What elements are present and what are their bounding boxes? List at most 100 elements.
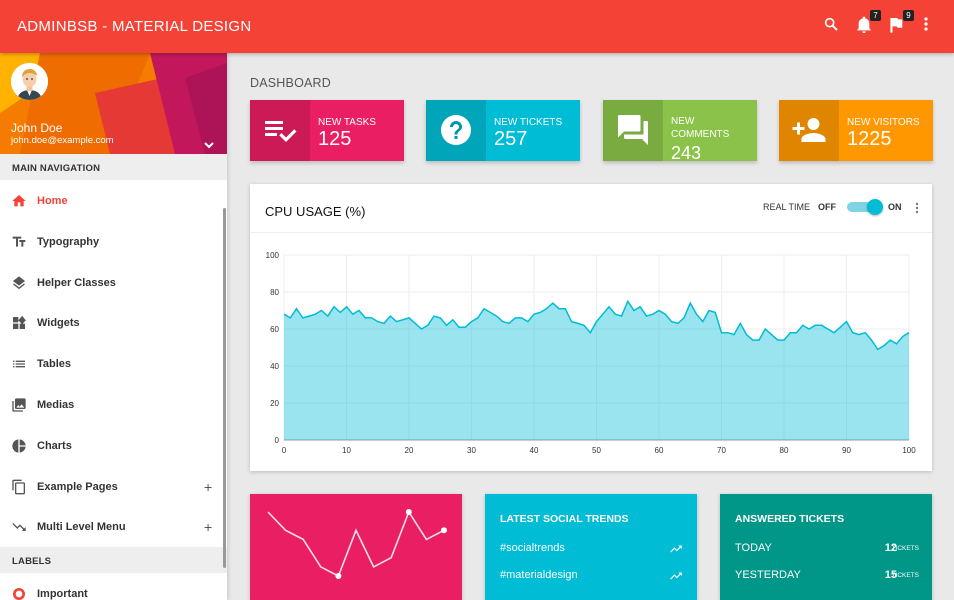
sidebar-item-tables[interactable]: Tables — [0, 343, 227, 384]
y-tick-label: 60 — [270, 325, 279, 334]
y-tick-label: 80 — [270, 288, 279, 297]
infobox-value: 243 — [671, 143, 702, 161]
sidebar: John Doe john.doe@example.com MAIN NAVIG… — [0, 53, 227, 600]
sidebar-item-label: Important — [37, 588, 88, 600]
chevron-down-icon[interactable] — [203, 137, 215, 149]
sidebar-item-label: Tables — [37, 358, 72, 371]
sidebar-item-label: Typography — [37, 235, 100, 248]
expand-plus-icon[interactable]: + — [204, 519, 213, 536]
sidebar-item-medias[interactable]: Medias — [0, 384, 227, 425]
cpu-series-line — [283, 299, 910, 351]
sidebar-item-widgets[interactable]: Widgets — [0, 302, 227, 343]
sparkline-point — [441, 527, 447, 534]
y-tick-label: 0 — [275, 436, 280, 445]
list-item[interactable]: TODAY 12 TICKETS — [735, 542, 919, 558]
labels-header: LABELS — [0, 547, 227, 574]
list-item[interactable]: YESTERDAY 15 TICKETS — [735, 569, 919, 585]
list-item[interactable]: #materialdesign — [500, 569, 684, 585]
text-fields-icon — [12, 236, 26, 247]
infobox-new-visitors[interactable]: NEW VISITORS 1225 — [779, 100, 933, 161]
trend-tag: #materialdesign — [500, 569, 578, 581]
more-vert-icon[interactable] — [923, 16, 943, 36]
user-email: john.doe@example.com — [11, 135, 114, 146]
social-trends-card: LATEST SOCIAL TRENDS #socialtrends #mate… — [485, 494, 697, 600]
x-tick-label: 60 — [655, 446, 664, 455]
infobox-label: NEW VISITORS — [847, 117, 920, 128]
user-info-panel: John Doe john.doe@example.com — [0, 53, 227, 154]
x-tick-label: 30 — [467, 446, 476, 455]
list-item[interactable]: #socialtrends — [500, 542, 684, 558]
infobox-label: NEW TICKETS — [494, 117, 563, 128]
sparkline-chart — [267, 509, 447, 579]
avatar[interactable] — [11, 63, 48, 100]
cpu-card-title: CPU USAGE (%) — [265, 204, 366, 219]
infobox-value: 257 — [494, 128, 528, 150]
trending-up-icon — [670, 572, 682, 580]
main-navigation-header: MAIN NAVIGATION — [0, 154, 227, 180]
x-tick-label: 90 — [842, 446, 851, 455]
more-vert-icon[interactable] — [914, 201, 920, 215]
home-icon — [12, 195, 26, 207]
x-tick-label: 0 — [282, 446, 287, 455]
donut-icon — [13, 588, 25, 600]
card-divider — [250, 232, 932, 233]
sidebar-item-important[interactable]: Important — [0, 573, 227, 600]
sidebar-scrollbar[interactable] — [223, 208, 226, 568]
ticket-unit: TICKETS — [891, 545, 919, 552]
sparkline-card — [250, 494, 462, 600]
pie-chart-icon — [12, 439, 26, 453]
sparkline-path — [267, 510, 445, 578]
realtime-on-label: ON — [888, 202, 902, 212]
expand-plus-icon[interactable]: + — [204, 478, 213, 495]
sidebar-item-label: Widgets — [37, 317, 80, 330]
infobox-new-comments[interactable]: NEW COMMENTS 243 — [603, 100, 757, 161]
y-tick-label: 20 — [270, 399, 279, 408]
search-icon[interactable] — [823, 16, 843, 36]
photo-library-icon — [12, 398, 26, 412]
copy-icon — [12, 479, 25, 494]
social-trends-title: LATEST SOCIAL TRENDS — [500, 513, 629, 525]
answered-tickets-card: ANSWERED TICKETS TODAY 12 TICKETS YESTER… — [720, 494, 932, 600]
cpu-usage-chart: 0 20 40 60 80 100 0 10 20 30 40 50 60 70 80 90 100 — [266, 251, 917, 455]
flag-icon[interactable]: 9 — [889, 10, 914, 36]
list-icon — [13, 360, 25, 368]
notifications-count-badge: 7 — [870, 10, 881, 21]
realtime-toggle[interactable] — [847, 199, 883, 215]
trend-tag: #socialtrends — [500, 542, 565, 554]
infobox-new-tasks[interactable]: NEW TASKS 125 — [250, 100, 404, 161]
trending-up-icon — [670, 545, 682, 553]
user-name: John Doe — [11, 121, 63, 135]
toggle-knob — [867, 199, 883, 215]
ticket-count: 15 — [884, 569, 897, 581]
sidebar-item-charts[interactable]: Charts — [0, 425, 227, 466]
sidebar-item-label: Charts — [37, 439, 72, 452]
app-brand[interactable]: ADMINBSB - MATERIAL DESIGN — [17, 18, 252, 35]
tasks-count-badge: 9 — [903, 10, 914, 21]
infobox-label: NEW COMMENTS — [671, 116, 730, 140]
realtime-off-label: OFF — [818, 202, 836, 212]
ticket-unit: TICKETS — [891, 572, 919, 579]
help-icon — [426, 100, 486, 161]
sparkline-point — [405, 509, 412, 515]
x-tick-label: 40 — [530, 446, 539, 455]
ticket-period: YESTERDAY — [735, 569, 801, 581]
sidebar-item-typography[interactable]: Typography — [0, 221, 227, 262]
infobox-new-tickets[interactable]: NEW TICKETS 257 — [426, 100, 580, 161]
layers-icon — [13, 275, 25, 289]
cpu-area-fill — [284, 301, 909, 440]
sidebar-item-example-pages[interactable]: Example Pages + — [0, 466, 227, 507]
y-tick-label: 40 — [270, 362, 279, 371]
sidebar-item-label: Medias — [37, 398, 75, 411]
cpu-usage-card: CPU USAGE (%) REAL TIME OFF ON 0 20 40 60 80… — [250, 184, 932, 471]
x-tick-label: 20 — [405, 446, 414, 455]
sidebar-item-home[interactable]: Home — [0, 180, 227, 221]
sparkline-point — [335, 573, 342, 579]
sidebar-item-helper-classes[interactable]: Helper Classes — [0, 262, 227, 303]
sidebar-item-label: Example Pages — [37, 480, 118, 493]
ticket-count: 12 — [884, 542, 897, 554]
bell-icon[interactable]: 7 — [856, 10, 881, 36]
sidebar-item-multi-level-menu[interactable]: Multi Level Menu + — [0, 506, 227, 547]
x-tick-label: 70 — [717, 446, 726, 455]
playlist-check-icon — [250, 100, 310, 161]
x-tick-label: 50 — [592, 446, 601, 455]
